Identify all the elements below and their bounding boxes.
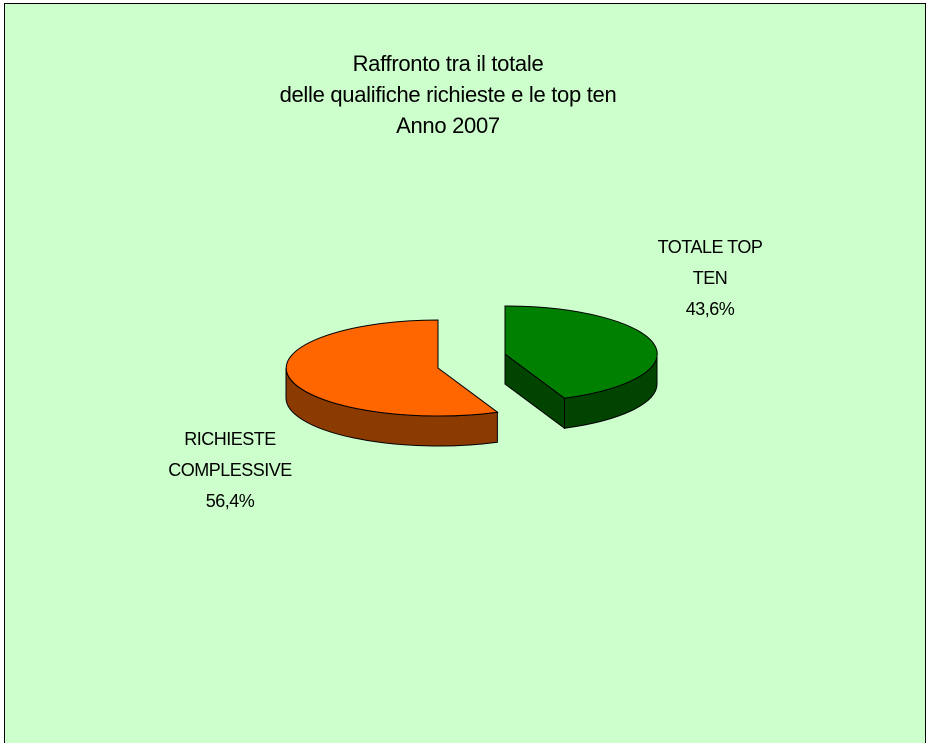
slice-label-totale-top-ten-line-2: TEN xyxy=(692,268,728,288)
slice-label-totale-top-ten-line-1: TOTALE TOP xyxy=(657,237,763,257)
pie-slice-totale-top-ten xyxy=(504,305,658,430)
slice-label-richieste-complessive-line-2: COMPLESSIVE xyxy=(168,460,292,480)
slice-label-richieste-complessive-line-1: RICHIESTE xyxy=(184,429,276,449)
slice-label-totale-top-ten: TOTALE TOP TEN 43,6% xyxy=(625,232,795,325)
pie-slice-richieste-complessive xyxy=(285,319,499,447)
pie-slice-totale-top-ten-top xyxy=(504,305,658,399)
chart-title-line-1: Raffronto tra il totale xyxy=(352,51,544,76)
chart-area: Raffronto tra il totale delle qualifiche… xyxy=(4,3,926,743)
slice-label-richieste-complessive: RICHIESTE COMPLESSIVE 56,4% xyxy=(135,424,325,517)
chart-title: Raffronto tra il totale delle qualifiche… xyxy=(5,48,891,141)
chart-title-line-2: delle qualifiche richieste e le top ten xyxy=(279,82,617,107)
pie-chart xyxy=(285,305,658,447)
chart-title-line-3: Anno 2007 xyxy=(396,113,500,138)
pie-slice-richieste-complessive-top xyxy=(285,319,499,417)
slice-value-totale-top-ten: 43,6% xyxy=(685,299,735,319)
slice-value-richieste-complessive: 56,4% xyxy=(205,491,255,511)
